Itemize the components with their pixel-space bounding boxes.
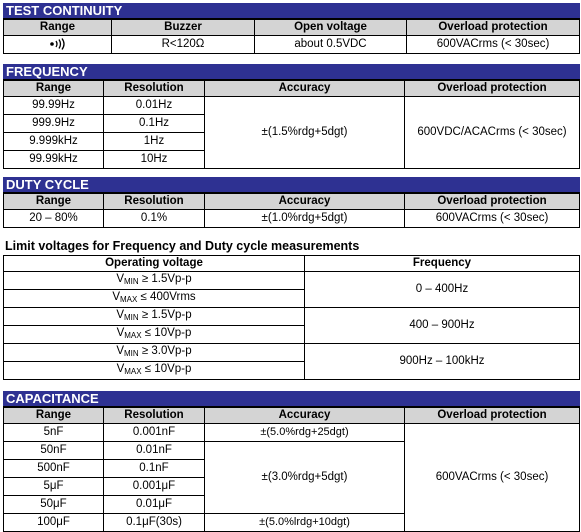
column-header: Range <box>3 80 104 97</box>
column-header: Frequency <box>304 255 580 272</box>
resolution-cell: 0.01nF <box>103 441 205 460</box>
table-row: 20 – 80% 0.1% ±(1.0%rdg+5dgt) 600VACrms … <box>3 209 580 228</box>
table-row: VMAX ≤ 10Vp-p <box>3 361 580 380</box>
table-row: VMAX ≤ 10Vp-p <box>3 325 580 344</box>
resolution-cell: 0.1% <box>103 209 205 228</box>
column-header: Overload protection <box>404 80 580 97</box>
overload-cell: 600VDC/ACACrms (< 30sec) <box>404 96 580 169</box>
limit-voltages-table: Operating voltage Frequency VMIN ≥ 1.5Vp… <box>3 255 580 380</box>
column-header: Operating voltage <box>3 255 305 272</box>
resolution-cell: 10Hz <box>103 150 205 169</box>
range-cell: 5μF <box>3 477 104 496</box>
duty-cycle-table: Range Resolution Accuracy Overload prote… <box>3 193 580 228</box>
table-row: 99.99kHz 10Hz <box>3 150 580 169</box>
table-row: 5nF 0.001nF ±(5.0%rdg+25dgt) 600VACrms (… <box>3 423 580 532</box>
section-title: TEST CONTINUITY <box>3 3 580 19</box>
column-header: Open voltage <box>254 19 407 36</box>
resolution-cell: 1Hz <box>103 132 205 151</box>
vmin-cell: VMIN ≥ 1.5Vp-p <box>3 307 305 326</box>
frequency-cell: 900Hz – 100kHz <box>304 343 580 380</box>
vmax-cell: VMAX ≤ 10Vp-p <box>3 325 305 344</box>
resolution-cell: 0.001μF <box>103 477 205 496</box>
vmax-cell: VMAX ≤ 400Vrms <box>3 289 305 308</box>
column-header: Accuracy <box>204 407 405 424</box>
accuracy-cell: ±(5.0%rdg+25dgt) <box>204 423 405 442</box>
section-title: CAPACITANCE <box>3 391 580 407</box>
frequency-cell: 0 – 400Hz <box>304 271 580 308</box>
range-cell: 50nF <box>3 441 104 460</box>
table-row: VMIN ≥ 1.5Vp-p 0 – 400Hz <box>3 271 580 308</box>
table-row: 5μF 0.001μF <box>3 477 580 496</box>
overload-cell: 600VACrms (< 30sec) <box>404 423 580 532</box>
overload-cell: 600VACrms (< 30sec) <box>406 35 580 54</box>
accuracy-cell: ±(5.0%lrdg+10dgt) <box>204 513 405 532</box>
range-cell: 99.99kHz <box>3 150 104 169</box>
limit-voltages-section: Operating voltage Frequency VMIN ≥ 1.5Vp… <box>3 255 580 380</box>
resolution-cell: 0.1nF <box>103 459 205 478</box>
table-row: 99.99Hz 0.01Hz ±(1.5%rdg+5dgt) 600VDC/AC… <box>3 96 580 169</box>
range-cell: 500nF <box>3 459 104 478</box>
vmin-cell: VMIN ≥ 3.0Vp-p <box>3 343 305 362</box>
range-cell: 999.9Hz <box>3 114 104 133</box>
overload-cell: 600VACrms (< 30sec) <box>404 209 580 228</box>
table-row: VMIN ≥ 1.5Vp-p 400 – 900Hz <box>3 307 580 344</box>
table-row: R<120Ω about 0.5VDC 600VACrms (< 30sec) <box>3 35 580 54</box>
accuracy-cell: ±(3.0%rdg+5dgt) <box>204 441 405 514</box>
accuracy-cell: ±(1.5%rdg+5dgt) <box>204 96 405 169</box>
column-header: Accuracy <box>204 193 405 210</box>
capacitance-table: Range Resolution Accuracy Overload prote… <box>3 407 580 532</box>
buzzer-sound-icon <box>49 38 67 50</box>
section-title: DUTY CYCLE <box>3 177 580 193</box>
resolution-cell: 0.01Hz <box>103 96 205 115</box>
resolution-cell: 0.1Hz <box>103 114 205 133</box>
vmax-cell: VMAX ≤ 10Vp-p <box>3 361 305 380</box>
column-header: Range <box>3 193 104 210</box>
test-continuity-section: TEST CONTINUITY Range Buzzer Open voltag… <box>3 3 580 54</box>
range-cell: 99.99Hz <box>3 96 104 115</box>
column-header: Range <box>3 19 112 36</box>
resolution-cell: 0.001nF <box>103 423 205 442</box>
range-cell <box>3 35 112 54</box>
range-cell: 100μF <box>3 513 104 532</box>
resolution-cell: 0.01μF <box>103 495 205 514</box>
column-header: Resolution <box>103 407 205 424</box>
range-cell: 5nF <box>3 423 104 442</box>
limit-voltages-title: Limit voltages for Frequency and Duty cy… <box>5 239 360 253</box>
column-header: Resolution <box>103 193 205 210</box>
column-header: Buzzer <box>111 19 255 36</box>
buzzer-cell: R<120Ω <box>111 35 255 54</box>
range-cell: 50μF <box>3 495 104 514</box>
column-header: Overload protection <box>404 193 580 210</box>
range-cell: 9.999kHz <box>3 132 104 151</box>
frequency-table: Range Resolution Accuracy Overload prote… <box>3 80 580 169</box>
column-header: Accuracy <box>204 80 405 97</box>
frequency-cell: 400 – 900Hz <box>304 307 580 344</box>
range-cell: 20 – 80% <box>3 209 104 228</box>
test-continuity-table: Range Buzzer Open voltage Overload prote… <box>3 19 580 54</box>
section-title: FREQUENCY <box>3 64 580 80</box>
resolution-cell: 0.1μF(30s) <box>103 513 205 532</box>
open-voltage-cell: about 0.5VDC <box>254 35 407 54</box>
column-header: Overload protection <box>406 19 580 36</box>
column-header: Overload protection <box>404 407 580 424</box>
column-header: Resolution <box>103 80 205 97</box>
table-row: VMIN ≥ 3.0Vp-p 900Hz – 100kHz <box>3 343 580 380</box>
column-header: Range <box>3 407 104 424</box>
accuracy-cell: ±(1.0%rdg+5dgt) <box>204 209 405 228</box>
capacitance-section: CAPACITANCE Range Resolution Accuracy Ov… <box>3 391 580 532</box>
duty-cycle-section: DUTY CYCLE Range Resolution Accuracy Ove… <box>3 177 580 228</box>
frequency-section: FREQUENCY Range Resolution Accuracy Over… <box>3 64 580 169</box>
vmin-cell: VMIN ≥ 1.5Vp-p <box>3 271 305 290</box>
